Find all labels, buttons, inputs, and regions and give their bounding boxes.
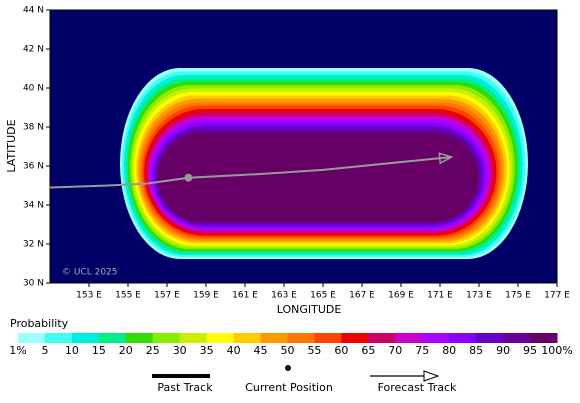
forecast-track [188, 156, 452, 179]
current-position-legend-dot [285, 365, 291, 371]
legend-past-track: Past Track [157, 381, 213, 394]
current-position [184, 173, 193, 182]
colorbar-label: 60 [334, 344, 348, 357]
colorbar-swatch [233, 333, 262, 343]
probability-contour [158, 133, 478, 222]
colorbar-swatch [98, 333, 127, 343]
colorbar-swatch [422, 333, 450, 343]
colorbar-swatch [530, 333, 558, 343]
colorbar-label: 20 [119, 344, 133, 357]
x-tick-label: 153 E [76, 291, 102, 301]
colorbar-swatch [395, 333, 423, 343]
colorbar-swatch [71, 333, 100, 343]
colorbar-label: 30 [173, 344, 187, 357]
colorbar-label: 15 [92, 344, 106, 357]
x-tick-label: 173 E [466, 291, 492, 301]
colorbar-title: Probability [10, 317, 69, 330]
colorbar-swatch [341, 333, 369, 343]
x-tick-label: 167 E [349, 291, 375, 301]
colorbar-label: 70 [388, 344, 402, 357]
colorbar-label: 45 [254, 344, 268, 357]
y-axis-label: LATITUDE [5, 119, 18, 172]
y-tick-label: 34 N [23, 201, 44, 211]
map-frame [49, 9, 558, 284]
colorbar-label: 40 [227, 344, 241, 357]
colorbar-label: 90 [496, 344, 510, 357]
y-tick-label: 40 N [23, 84, 44, 94]
colorbar-swatch [152, 333, 181, 343]
colorbar-label: 85 [469, 344, 483, 357]
colorbar-label: 25 [146, 344, 160, 357]
colorbar-swatch [287, 333, 315, 343]
forecast-track-legend-arrow [423, 370, 440, 382]
y-tick-label: 44 N [23, 6, 44, 16]
colorbar-swatch [206, 333, 235, 343]
legend-forecast-track: Forecast Track [378, 381, 457, 394]
colorbar-label: 1% [9, 344, 26, 357]
past-track [49, 176, 189, 189]
x-tick-label: 155 E [115, 291, 141, 301]
x-tick-label: 169 E [388, 291, 414, 301]
y-tick-label: 32 N [23, 240, 44, 250]
y-tick-label: 42 N [23, 45, 44, 55]
colorbar-label: 100% [541, 344, 572, 357]
colorbar-label: 55 [307, 344, 321, 357]
x-tick-label: 157 E [154, 291, 180, 301]
colorbar-swatch [449, 333, 477, 343]
colorbar-label: 75 [415, 344, 429, 357]
x-tick-label: 175 E [505, 291, 531, 301]
colorbar-label: 95 [523, 344, 537, 357]
x-tick-label: 161 E [232, 291, 258, 301]
colorbar-label: 80 [442, 344, 456, 357]
x-tick-label: 163 E [271, 291, 297, 301]
colorbar-swatch [18, 333, 46, 343]
x-tick-label: 171 E [427, 291, 453, 301]
x-tick-label: 177 E [544, 291, 570, 301]
colorbar-swatch [476, 333, 504, 343]
y-tick-label: 38 N [23, 123, 44, 133]
colorbar-label: 50 [281, 344, 295, 357]
legend-current-position: Current Position [245, 381, 333, 394]
colorbar-label: 10 [65, 344, 79, 357]
colorbar-swatch [179, 333, 208, 343]
forecast-arrowhead [438, 152, 454, 165]
x-tick-label: 159 E [193, 291, 219, 301]
x-tick-label: 165 E [310, 291, 336, 301]
colorbar-label: 35 [200, 344, 214, 357]
colorbar-swatch [44, 333, 73, 343]
copyright: © UCL 2025 [62, 268, 118, 278]
colorbar-swatch [260, 333, 288, 343]
colorbar-label: 65 [361, 344, 375, 357]
colorbar-swatch [314, 333, 342, 343]
colorbar-swatch [503, 333, 531, 343]
y-tick-label: 30 N [23, 279, 44, 289]
y-tick-label: 36 N [23, 162, 44, 172]
colorbar-label: 5 [41, 344, 48, 357]
colorbar-swatch [368, 333, 396, 343]
colorbar-swatch [125, 333, 154, 343]
x-axis-label: LONGITUDE [277, 303, 342, 316]
